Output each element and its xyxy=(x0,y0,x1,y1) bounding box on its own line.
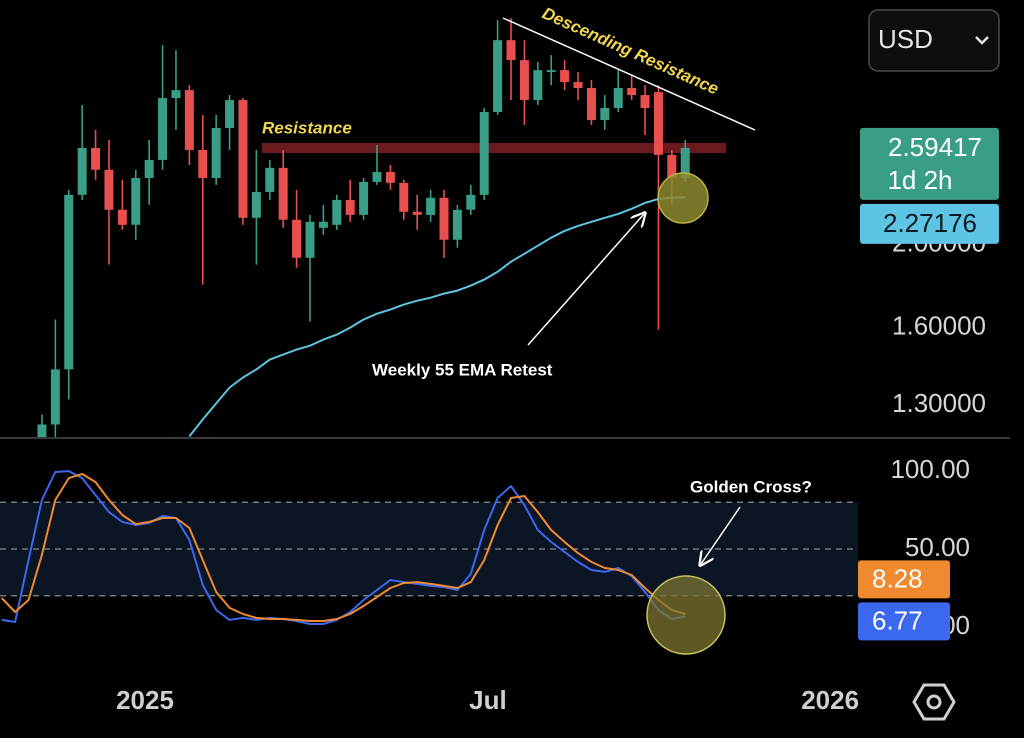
candle-body xyxy=(238,100,248,218)
last-price-box xyxy=(860,127,999,200)
last-value: 8.28 xyxy=(872,563,923,593)
candle-body xyxy=(77,147,87,195)
candle-body xyxy=(184,90,194,150)
currency-dropdown[interactable]: USD xyxy=(868,9,1000,72)
x-tick-label: 2025 xyxy=(116,685,174,715)
candle-body xyxy=(50,369,60,425)
candle-body xyxy=(653,92,663,155)
bar-countdown: 1d 2h xyxy=(887,165,952,195)
candle-body xyxy=(251,191,261,218)
candle-body xyxy=(292,219,302,258)
candle-body xyxy=(265,167,275,192)
resistance-zone xyxy=(262,143,726,153)
candle-body xyxy=(64,194,74,370)
candle-body xyxy=(158,98,168,160)
candle-body xyxy=(533,70,543,101)
candle-body xyxy=(278,167,288,220)
candle-body xyxy=(506,40,516,61)
y-tick-label: 100.00 xyxy=(890,454,970,484)
last-value: 6.77 xyxy=(872,605,923,635)
candle-body xyxy=(332,199,342,225)
highlight-circle xyxy=(646,575,726,655)
candle-body xyxy=(627,88,637,96)
candle-body xyxy=(211,127,221,178)
candle-body xyxy=(426,197,436,215)
currency-label[interactable]: USD xyxy=(878,24,933,54)
candle-body xyxy=(318,221,328,228)
stoch-line xyxy=(0,473,686,622)
candle-body xyxy=(372,171,382,182)
y-tick-label: 50.00 xyxy=(905,532,970,562)
candle-body xyxy=(493,40,503,113)
ema-price-box xyxy=(860,203,999,244)
candle-body xyxy=(667,154,677,178)
candle-body xyxy=(171,90,181,99)
candle-body xyxy=(613,88,623,108)
highlight-circle xyxy=(657,172,709,224)
candle-body xyxy=(385,171,395,183)
annotation: Golden Cross? xyxy=(690,477,812,496)
candle-body xyxy=(359,181,369,215)
candle-body xyxy=(560,70,570,83)
candle-body xyxy=(640,95,650,108)
candle-body xyxy=(412,211,422,215)
candle-body xyxy=(439,197,449,240)
candle-body xyxy=(546,70,556,73)
candle-body xyxy=(198,149,208,178)
candle-body xyxy=(452,209,462,240)
candle-body xyxy=(600,107,610,121)
candle-body xyxy=(399,182,409,212)
candle-body xyxy=(37,424,47,438)
candle-body xyxy=(466,194,476,210)
candle-body xyxy=(117,209,127,225)
x-tick-label: Jul xyxy=(469,685,507,715)
last-value-box xyxy=(858,560,950,599)
candle-body xyxy=(573,82,583,89)
arrow xyxy=(527,214,644,346)
candle-body xyxy=(131,177,141,225)
candle-body xyxy=(586,88,596,121)
candle-body xyxy=(225,100,235,128)
trend-line xyxy=(502,17,756,131)
y-tick-label: 1.60000 xyxy=(892,311,986,341)
last-price: 2.59417 xyxy=(888,132,982,162)
annotation: Weekly 55 EMA Retest xyxy=(372,360,553,379)
chevron[interactable] xyxy=(975,36,989,45)
candle-body xyxy=(144,159,154,178)
candle-body xyxy=(519,60,529,101)
candle-body xyxy=(104,169,114,210)
candle-body xyxy=(680,147,690,178)
last-value-box xyxy=(858,602,950,641)
candle-body xyxy=(91,147,101,170)
x-tick-label: 2026 xyxy=(801,685,859,715)
ema-price: 2.27176 xyxy=(883,208,977,238)
arrow xyxy=(701,506,741,564)
settings-icon-center[interactable] xyxy=(926,694,942,710)
annotation: Resistance xyxy=(262,118,352,137)
settings-icon[interactable] xyxy=(912,683,956,721)
settings-button[interactable] xyxy=(912,683,956,721)
candle-body xyxy=(345,199,355,215)
dropdown-box[interactable] xyxy=(868,9,1000,72)
ema-line xyxy=(188,196,686,438)
candle-body xyxy=(305,221,315,258)
y-tick-label: 1.30000 xyxy=(892,388,986,418)
candle-body xyxy=(479,112,489,195)
